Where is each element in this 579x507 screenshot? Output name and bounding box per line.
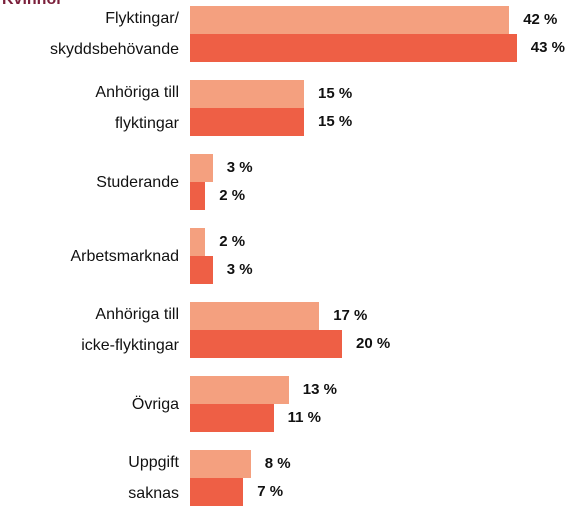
bar bbox=[190, 154, 213, 182]
bar bbox=[190, 228, 206, 256]
category-label: Anhöriga till flyktingar bbox=[95, 84, 179, 132]
category-label: Flyktingar/ skyddsbehövande bbox=[50, 10, 179, 58]
category-label: Uppgift saknas bbox=[128, 454, 179, 502]
value-label: 2 % bbox=[219, 187, 246, 204]
category-label: Övriga bbox=[131, 395, 179, 413]
bar bbox=[190, 80, 304, 108]
value-label: 13 % bbox=[302, 381, 337, 398]
bar bbox=[190, 376, 289, 404]
value-label: 7 % bbox=[257, 483, 284, 500]
value-label: 20 % bbox=[356, 335, 391, 352]
bar bbox=[190, 6, 510, 34]
value-label: 8 % bbox=[264, 455, 291, 472]
bar bbox=[190, 450, 251, 478]
value-label: 2 % bbox=[219, 233, 246, 250]
bar bbox=[190, 302, 320, 330]
category-label: Arbetsmarknad bbox=[70, 247, 180, 265]
bar bbox=[190, 256, 213, 284]
category-label: Studerande bbox=[96, 173, 179, 191]
value-label: 3 % bbox=[226, 159, 253, 176]
value-label: 15 % bbox=[318, 85, 353, 102]
category-label: Anhöriga till icke-flyktingar bbox=[81, 306, 179, 354]
bar bbox=[190, 182, 206, 210]
chart-title: Kvinnor bbox=[2, 0, 62, 9]
bar bbox=[190, 478, 244, 506]
bar bbox=[190, 34, 517, 62]
bar bbox=[190, 404, 274, 432]
value-label: 15 % bbox=[318, 113, 353, 130]
value-label: 3 % bbox=[226, 261, 253, 278]
bar bbox=[190, 330, 342, 358]
value-label: 17 % bbox=[333, 307, 368, 324]
value-label: 43 % bbox=[530, 39, 565, 56]
bar bbox=[190, 108, 304, 136]
value-label: 42 % bbox=[523, 11, 558, 28]
value-label: 11 % bbox=[287, 409, 321, 426]
